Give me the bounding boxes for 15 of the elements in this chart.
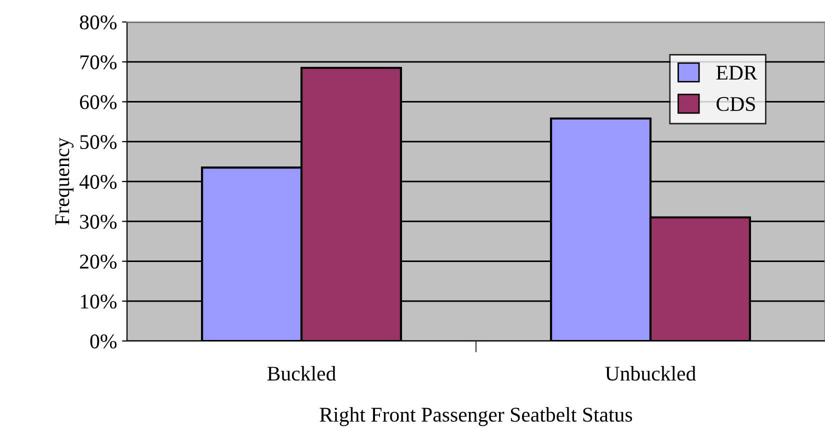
legend-label: CDS bbox=[716, 97, 755, 112]
x-axis-title: Right Front Passenger Seatbelt Status bbox=[320, 407, 632, 426]
x-tick-label: Buckled bbox=[267, 366, 336, 381]
y-tick-label: 10% bbox=[80, 294, 117, 309]
y-axis-title: Frequency bbox=[55, 138, 74, 225]
y-tick-label: 80% bbox=[80, 15, 117, 30]
legend-label: EDR bbox=[716, 66, 758, 80]
y-tick-label: 50% bbox=[80, 135, 117, 150]
y-tick-label: 70% bbox=[80, 55, 117, 70]
y-tick-label: 0% bbox=[90, 334, 117, 348]
x-tick-label: Unbuckled bbox=[605, 366, 696, 381]
y-tick-label: 60% bbox=[80, 95, 117, 110]
y-tick-label: 30% bbox=[80, 214, 117, 229]
y-tick-label: 20% bbox=[80, 254, 117, 269]
y-tick-label: 40% bbox=[80, 174, 117, 189]
